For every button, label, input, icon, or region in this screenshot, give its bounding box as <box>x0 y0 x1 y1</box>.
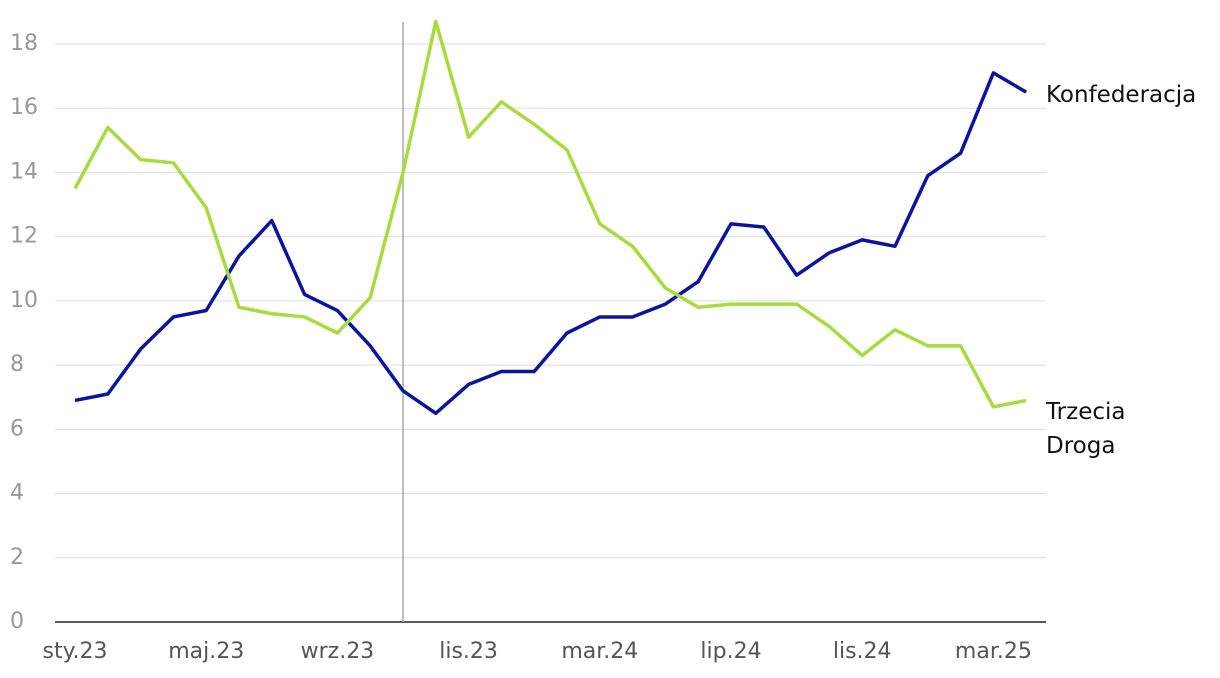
x-tick-label: lip.24 <box>700 639 761 664</box>
x-tick-label: wrz.23 <box>301 639 375 664</box>
series-label: Trzecia Droga <box>1046 399 1126 460</box>
y-tick-label: 8 <box>10 352 24 377</box>
y-tick-label: 18 <box>10 31 38 56</box>
x-tick-label: mar.25 <box>955 639 1032 664</box>
y-tick-label: 2 <box>10 545 24 570</box>
y-tick-label: 6 <box>10 416 24 441</box>
x-tick-label: mar.24 <box>561 639 638 664</box>
line-series <box>74 71 1028 416</box>
x-tick-label: lis.23 <box>439 639 498 664</box>
y-tick-label: 10 <box>10 288 38 313</box>
series-label: Konfederacja <box>1046 82 1197 109</box>
y-tick-label: 12 <box>10 224 38 249</box>
x-tick-label: lis.24 <box>833 639 892 664</box>
x-tick-label: sty.23 <box>43 639 108 664</box>
y-tick-label: 4 <box>10 481 24 506</box>
y-tick-label: 16 <box>10 95 38 120</box>
line-series <box>73 19 1027 409</box>
y-tick-label: 14 <box>10 159 38 184</box>
x-tick-label: maj.23 <box>168 639 244 664</box>
y-tick-label: 0 <box>10 609 24 634</box>
